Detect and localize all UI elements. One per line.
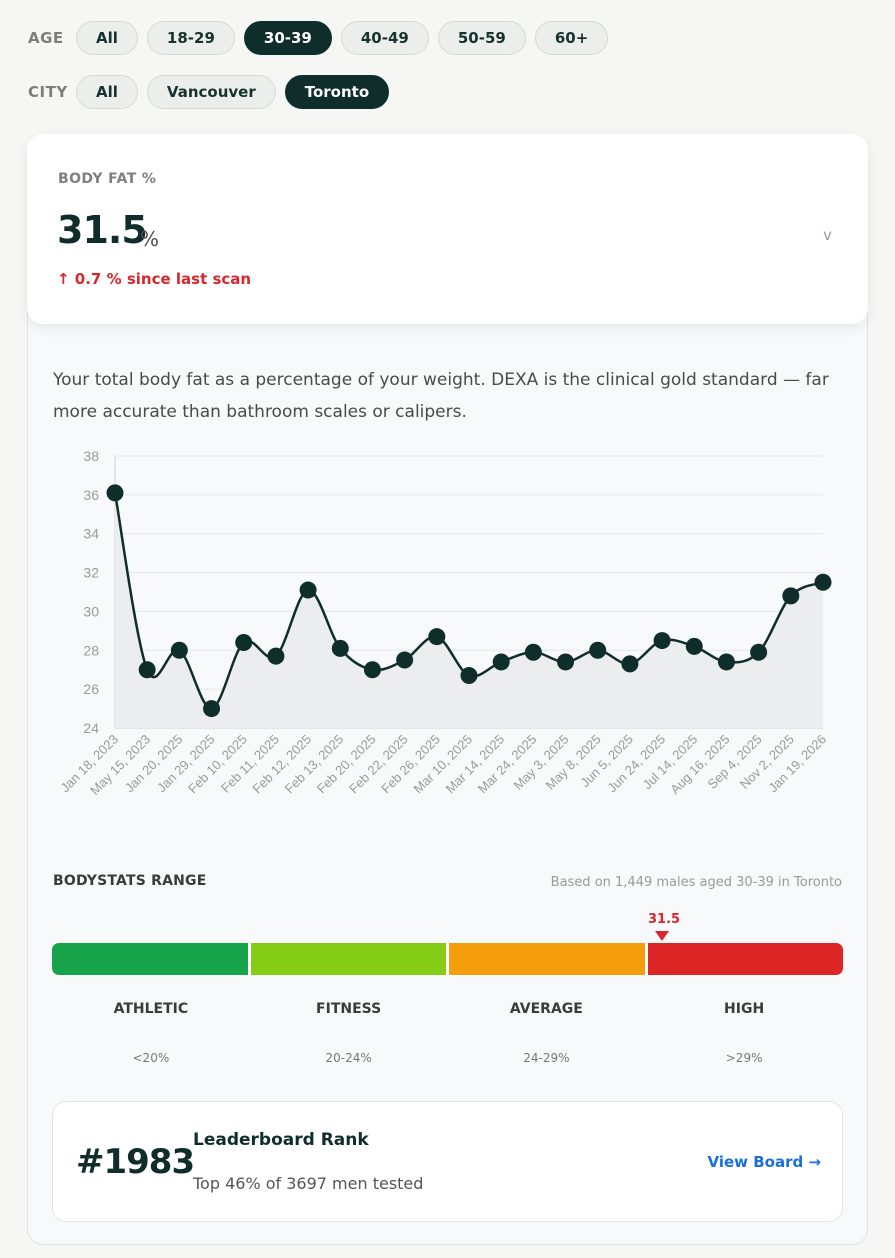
view-board-link[interactable]: View Board → <box>707 1153 821 1171</box>
data-point[interactable] <box>492 653 510 671</box>
age-filter-label: AGE <box>28 29 64 47</box>
metric-change: ↑ 0.7 % since last scan <box>57 270 252 288</box>
y-tick-label: 24 <box>83 720 99 736</box>
leaderboard-title: Leaderboard Rank <box>193 1130 369 1150</box>
data-point[interactable] <box>814 573 832 591</box>
city-pill-vancouver[interactable]: Vancouver <box>146 75 276 109</box>
range-value: >29% <box>725 1051 763 1065</box>
range-title: BODYSTATS RANGE <box>53 873 207 889</box>
data-point[interactable] <box>782 587 800 605</box>
metric-card[interactable]: BODY FAT % 31.5 % ↑ 0.7 % since last sca… <box>27 134 868 324</box>
data-point[interactable] <box>589 641 607 659</box>
data-point[interactable] <box>557 653 575 671</box>
metric-unit: % <box>140 227 160 251</box>
age-pill-50-59[interactable]: 50-59 <box>437 21 526 55</box>
data-point[interactable] <box>428 628 446 646</box>
metric-description: Your total body fat as a percentage of y… <box>53 370 829 422</box>
age-pill-18-29[interactable]: 18-29 <box>146 21 235 55</box>
y-tick-label: 30 <box>83 603 99 619</box>
chevron-down-icon[interactable]: v <box>823 226 832 244</box>
data-point[interactable] <box>653 632 671 650</box>
data-point[interactable] <box>750 643 768 661</box>
range-col-athletic: ATHLETIC <20% <box>52 1001 250 1065</box>
range-value: 20-24% <box>325 1051 372 1065</box>
range-labels: ATHLETIC <20% FITNESS 20-24% AVERAGE 24-… <box>52 1001 843 1065</box>
age-pill-60-plus[interactable]: 60+ <box>534 21 609 55</box>
y-tick-label: 36 <box>83 487 99 503</box>
data-point[interactable] <box>299 581 317 599</box>
data-point[interactable] <box>621 655 639 673</box>
city-filter-label: CITY <box>28 83 68 101</box>
metric-detail-panel <box>27 290 868 1245</box>
data-point[interactable] <box>235 634 253 652</box>
range-note: Based on 1,449 males aged 30-39 in Toron… <box>550 875 842 890</box>
data-point[interactable] <box>396 651 414 669</box>
range-segment-athletic <box>52 943 248 975</box>
leaderboard-card: #1983 Leaderboard Rank Top 46% of 3697 m… <box>52 1101 843 1222</box>
age-pill-all[interactable]: All <box>76 21 138 55</box>
range-name: AVERAGE <box>509 1001 583 1017</box>
y-tick-label: 34 <box>83 526 99 542</box>
area-fill <box>115 492 823 728</box>
data-point[interactable] <box>685 637 703 655</box>
data-point[interactable] <box>331 639 349 657</box>
range-name: ATHLETIC <box>113 1001 189 1017</box>
range-name: HIGH <box>724 1001 765 1017</box>
age-filter: AGE All 18-29 30-39 40-49 50-59 60+ <box>28 21 617 55</box>
data-point[interactable] <box>363 661 381 679</box>
y-tick-label: 26 <box>83 681 99 697</box>
age-pill-30-39[interactable]: 30-39 <box>243 21 332 55</box>
data-point[interactable] <box>524 643 542 661</box>
city-pill-all[interactable]: All <box>76 75 138 109</box>
data-point[interactable] <box>267 647 285 665</box>
range-marker-value: 31.5 <box>648 912 681 927</box>
range-name: FITNESS <box>316 1001 382 1017</box>
y-tick-label: 32 <box>83 565 99 581</box>
range-marker-icon <box>655 931 669 941</box>
age-pill-40-49[interactable]: 40-49 <box>340 21 429 55</box>
range-value: <20% <box>132 1051 170 1065</box>
range-value: 24-29% <box>523 1051 570 1065</box>
y-tick-label: 28 <box>83 642 99 658</box>
range-col-average: AVERAGE 24-29% <box>448 1001 646 1065</box>
city-filter: CITY All Vancouver Toronto <box>28 75 398 109</box>
range-segment-high <box>644 943 843 975</box>
range-segment-fitness <box>247 943 446 975</box>
city-pill-toronto[interactable]: Toronto <box>284 75 390 109</box>
data-point[interactable] <box>170 641 188 659</box>
metric-label: BODY FAT % <box>58 171 157 187</box>
data-point[interactable] <box>460 667 478 685</box>
range-segment-average <box>446 943 645 975</box>
data-point[interactable] <box>138 661 156 679</box>
data-point[interactable] <box>717 653 735 671</box>
leaderboard-rank: #1983 <box>76 1142 195 1182</box>
range-col-high: HIGH >29% <box>645 1001 843 1065</box>
y-tick-label: 38 <box>83 448 99 464</box>
leaderboard-subtitle: Top 46% of 3697 men tested <box>193 1174 424 1193</box>
range-col-fitness: FITNESS 20-24% <box>250 1001 448 1065</box>
metric-value: 31.5 <box>57 208 148 252</box>
data-point[interactable] <box>106 484 124 502</box>
range-bar <box>52 943 843 975</box>
data-point[interactable] <box>203 700 221 718</box>
